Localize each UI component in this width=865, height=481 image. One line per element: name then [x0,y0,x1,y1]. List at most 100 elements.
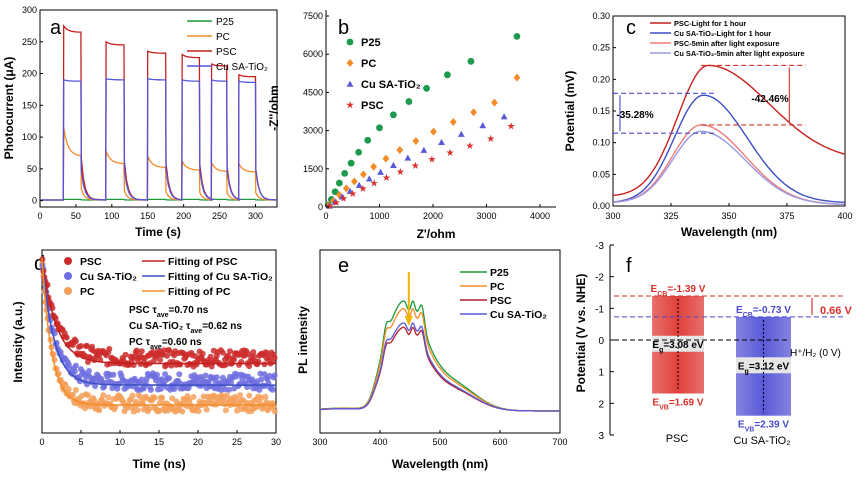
panel-a-x-tick-label: 250 [212,211,227,221]
panel-d-point-pc [186,398,193,404]
panel-b-point-psc [466,141,474,150]
panel-b-point-cu-sa-tio2 [404,154,412,161]
panel-b-point-cu-sa-tio2 [438,138,445,146]
panel-f-y-ticks: -3 -2 -1 0 1 2 3 [595,241,614,442]
panel-c: c 300 325 350 375 400 0.000.050.100.150.200.… [563,11,853,239]
panel-d-point-psc [250,349,257,356]
panel-d-point-pc [246,392,253,399]
panel-b-point-pc [449,117,457,126]
panel-d-fit-pc [41,257,276,406]
panel-d-point-pc [129,392,136,399]
panel-b-y-label: -Z''/ohm [267,85,281,131]
panel-d-point-pc [195,408,202,415]
panel-a-y-label: Photocurrent (μA) [2,57,16,160]
panel-d-point-pc [151,394,158,401]
panel-a-line-pc [40,127,278,201]
panel-b-point-cu-sa-tio2 [365,175,373,182]
panel-f-gap-label: Eg=3.12 eV [738,361,790,375]
panel-a-y-tick-label: 100 [22,132,37,142]
panel-d-point-psc [271,354,278,361]
panel-b-point-psc [325,202,334,210]
panel-a-series [40,24,278,201]
panel-a-x-tick-label: 150 [140,211,155,221]
panel-d-point-psc [231,356,237,363]
panel-b-point-p25 [405,98,413,105]
panel-d-point-psc [227,348,233,355]
panel-f: f -3 -2 -1 0 1 2 3 Eg=3.08 eV ECB=-1.39 V EVB=1.… [574,241,852,447]
panel-d-point-pc [72,387,79,393]
panel-d-point-pc [134,407,141,414]
panel-b-point-pc [513,73,521,82]
panel-c-line-psc-5min-after-light-exposure [612,124,845,205]
panel-f-reference-lines [614,295,845,341]
panel-a-x-tick-label: 0 [37,211,42,221]
panel-d-point-psc [138,348,145,355]
panel-f-bands: Eg=3.08 eV ECB=-1.39 V EVB=1.69 V Eg=3.12 e… [651,284,792,433]
panel-e-frame [319,249,561,434]
panel-d-point-pc [142,393,149,400]
panel-a-y-tick-label: 150 [22,100,37,110]
panel-d-point-pc [65,386,72,393]
panel-c-annotation-blue: -35.28% [616,110,653,121]
panel-d-annotations: PSC τave=0.70 ns Cu SA-TiO₂ τave=0.62 ns P… [129,305,242,351]
panel-b-point-psc [339,194,348,202]
panel-d-x-label: Time (ns) [132,457,185,471]
panel-c-y-tick-label: 0.30 [592,11,610,21]
panel-d-fit-cu-sa-tio2 [41,257,276,386]
panel-b-x-tick-label: 1000 [369,211,389,221]
panel-c-y-tick-label: 0.20 [592,74,610,84]
panel-b-point-cu-sa-tio2 [479,122,487,129]
panel-b-point-p25 [364,136,372,144]
panel-e-letter: e [338,255,349,277]
panel-d-legend-label: PC [80,286,95,298]
panel-d-point-cu-sa-tio2 [176,371,183,378]
panel-b-point-psc [382,173,391,181]
panel-b-legend-label: PC [361,58,376,70]
panel-b-letter: b [338,17,349,39]
panel-f-cb-label: ECB=-0.73 V [736,305,791,319]
panel-d-point-psc [222,361,229,368]
panel-d-point-cu-sa-tio2 [110,371,117,378]
panel-b-y-tick-label: 4500 [303,87,323,97]
panel-b-point-psc [428,155,436,163]
panel-c-letter: c [626,17,636,39]
panel-a-y-tick-label: 200 [22,69,37,79]
panel-d-point-cu-sa-tio2 [271,372,278,379]
panel-c-y-tick-label: 0.25 [592,43,610,53]
panel-b-point-cu-sa-tio2 [377,168,384,175]
panel-c-annotation-red: -42.46% [751,94,788,105]
panel-d-lifetime-annotation: PSC τave=0.70 ns [129,305,209,319]
panel-e-legend-label: P25 [490,267,509,279]
panel-b: b 0 1000 2000 3000 4000 0 1500 3000 4500 6000 750… [267,10,556,241]
panel-f-offset-label: 0.66 V [820,305,852,317]
panel-a-x-tick-label: 50 [71,211,81,221]
panel-d-point-pc [237,392,244,399]
panel-a-line-psc [40,24,278,201]
panel-b-x-tick-label: 2000 [423,211,443,221]
panel-c-x-label: Wavelength (nm) [681,225,777,239]
panel-b-point-p25 [444,71,451,79]
panel-b-y-tick-label: 6000 [303,49,323,59]
panel-f-vb-label: EVB=2.39 V [738,420,789,434]
panel-d-point-pc [69,391,76,398]
panel-c-y-ticks: 0.00 0.05 0.10 0.15 0.20 0.25 0.30 [592,11,616,211]
panel-d-point-pc [271,408,278,415]
panel-d-x-ticks: 0 5 10 15 20 25 30 [39,430,281,447]
panel-e-arrow-head [404,316,413,326]
panel-a-y-tick-label: 300 [22,5,37,15]
panel-f-y-tick-label: 1 [598,368,604,379]
panel-a: a 0 50 100 150 200 250 300 050100150200250300 … [2,5,278,239]
panel-b-point-p25 [423,84,430,92]
panel-a-line-cu-sa-tio2 [40,77,278,201]
panel-d-x-tick-label: 10 [115,437,125,447]
panel-a-y-tick-label: 50 [27,164,37,174]
panel-b-legend-label: P25 [361,37,381,49]
panel-d-point-psc [133,347,140,354]
panel-b-point-psc [486,134,495,142]
panel-a-y-tick-label: 250 [22,37,37,47]
panel-a-x-label: Time (s) [135,225,181,239]
panel-a-legend-label: Cu SA-TiO₂ [216,62,268,73]
panel-b-y-tick-label: 7500 [303,11,323,21]
